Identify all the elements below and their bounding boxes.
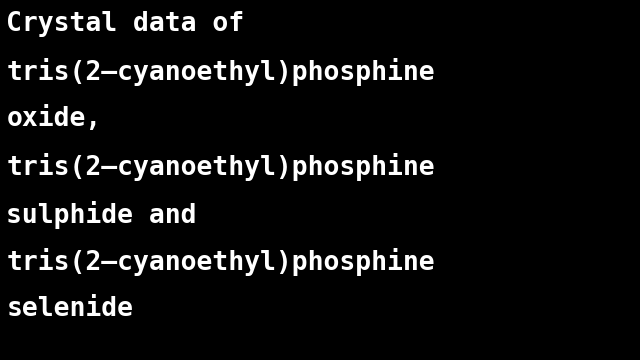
Text: tris(2–cyanoethyl)phosphine: tris(2–cyanoethyl)phosphine	[6, 153, 435, 181]
Text: selenide: selenide	[6, 296, 133, 322]
Text: sulphide and: sulphide and	[6, 201, 197, 229]
Text: oxide,: oxide,	[6, 106, 102, 132]
Text: tris(2–cyanoethyl)phosphine: tris(2–cyanoethyl)phosphine	[6, 248, 435, 276]
Text: tris(2–cyanoethyl)phosphine: tris(2–cyanoethyl)phosphine	[6, 58, 435, 86]
Text: Crystal data of: Crystal data of	[6, 11, 244, 37]
